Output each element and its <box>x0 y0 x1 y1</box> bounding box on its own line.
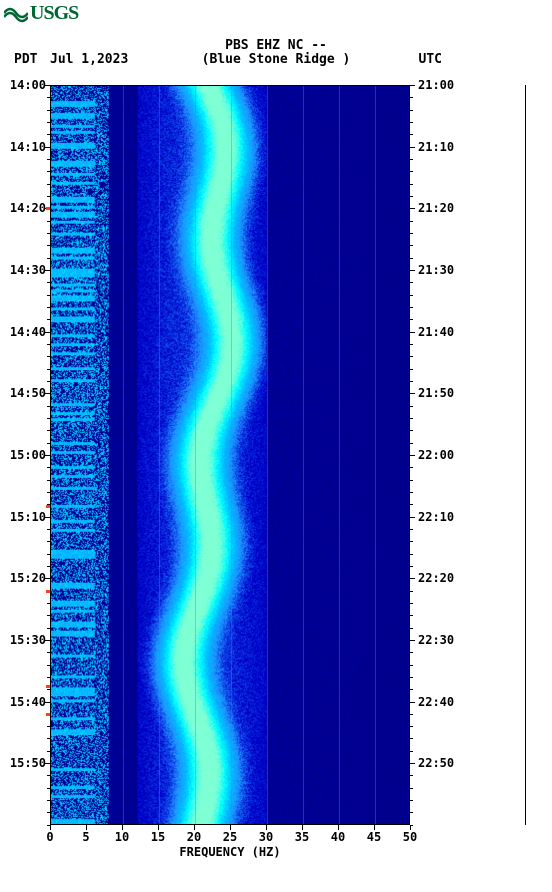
x-tick-label: 25 <box>223 830 237 844</box>
location-name: (Blue Stone Ridge ) <box>0 52 552 67</box>
x-tick-label: 15 <box>151 830 165 844</box>
y-tick-left-label: 14:10 <box>10 140 46 154</box>
y-tick-right-label: 22:50 <box>418 756 454 770</box>
y-tick-left-label: 14:50 <box>10 386 46 400</box>
y-tick-left-label: 15:40 <box>10 695 46 709</box>
x-tick-label: 10 <box>115 830 129 844</box>
y-tick-left-label: 15:10 <box>10 510 46 524</box>
y-tick-right-label: 21:50 <box>418 386 454 400</box>
x-axis-label: FREQUENCY (HZ) <box>50 845 410 859</box>
y-tick-left-label: 14:40 <box>10 325 46 339</box>
spectrogram-canvas <box>51 86 409 824</box>
y-tick-right-label: 22:10 <box>418 510 454 524</box>
y-tick-right-label: 22:30 <box>418 633 454 647</box>
y-tick-left-label: 15:20 <box>10 571 46 585</box>
y-tick-left-label: 14:20 <box>10 201 46 215</box>
y-tick-right-label: 21:10 <box>418 140 454 154</box>
right-plot-border <box>525 85 526 825</box>
y-tick-right-label: 22:00 <box>418 448 454 462</box>
x-tick-label: 40 <box>331 830 345 844</box>
y-tick-right-label: 21:20 <box>418 201 454 215</box>
y-tick-left-label: 15:50 <box>10 756 46 770</box>
x-tick-label: 50 <box>403 830 417 844</box>
x-tick-label: 5 <box>82 830 89 844</box>
plot-area <box>50 85 410 825</box>
chart-title: PBS EHZ NC -- <box>0 38 552 53</box>
logo-text: USGS <box>30 2 78 24</box>
x-tick-label: 30 <box>259 830 273 844</box>
y-tick-right-label: 21:00 <box>418 78 454 92</box>
spectrogram-chart: 14:0014:1014:2014:3014:4014:5015:0015:10… <box>0 85 552 875</box>
y-tick-left-label: 14:30 <box>10 263 46 277</box>
y-tick-left-label: 15:00 <box>10 448 46 462</box>
y-tick-left-label: 15:30 <box>10 633 46 647</box>
y-tick-right-label: 22:20 <box>418 571 454 585</box>
y-tick-right-label: 21:30 <box>418 263 454 277</box>
x-tick-label: 35 <box>295 830 309 844</box>
x-tick-label: 20 <box>187 830 201 844</box>
y-tick-left-label: 14:00 <box>10 78 46 92</box>
y-tick-right-label: 21:40 <box>418 325 454 339</box>
x-tick-label: 45 <box>367 830 381 844</box>
x-tick-label: 0 <box>46 830 53 844</box>
usgs-logo: USGS <box>4 2 78 25</box>
timezone-right: UTC <box>419 52 442 67</box>
y-tick-right-label: 22:40 <box>418 695 454 709</box>
